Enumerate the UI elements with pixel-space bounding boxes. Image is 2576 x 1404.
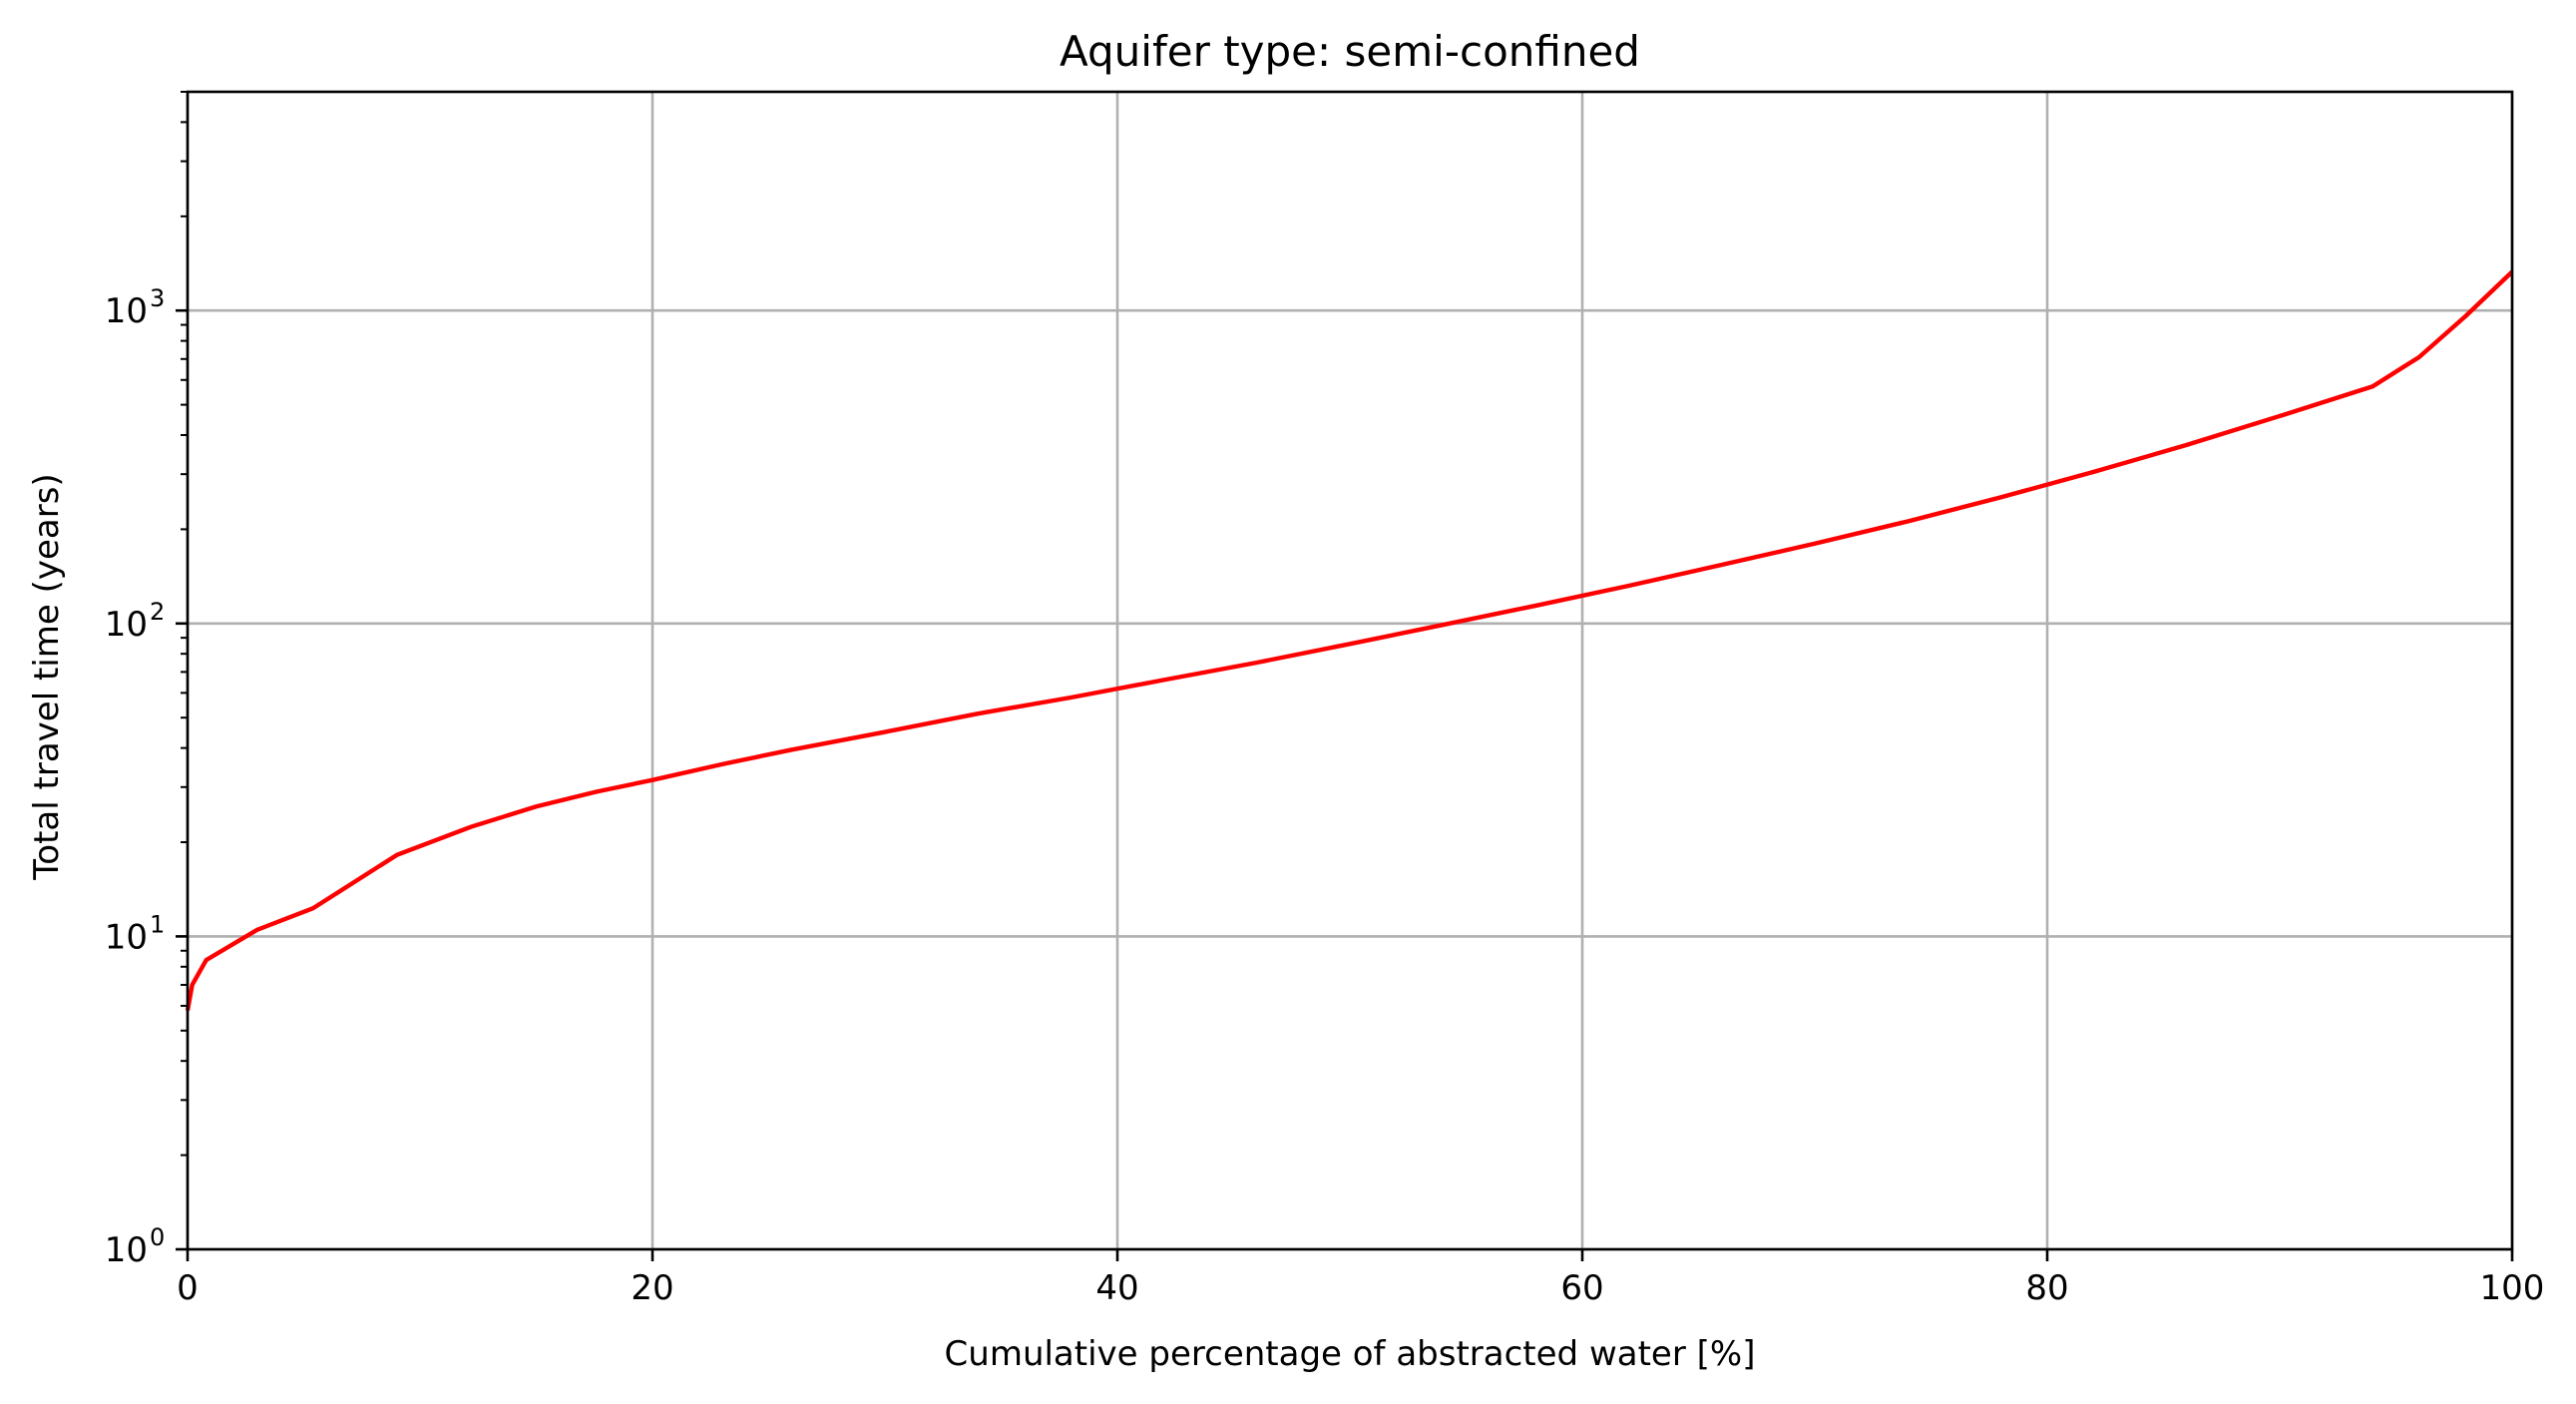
y-axis-label: Total travel time (years) <box>27 473 67 880</box>
x-tick-label: 20 <box>631 1268 673 1308</box>
y-tick-exponent: 2 <box>150 598 165 626</box>
y-tick-exponent: 1 <box>150 910 165 938</box>
x-tick-label: 0 <box>177 1268 199 1308</box>
x-tick-label: 60 <box>1560 1268 1603 1308</box>
x-axis-label: Cumulative percentage of abstracted wate… <box>945 1334 1756 1374</box>
y-tick-label: 10 <box>105 917 148 957</box>
y-tick-exponent: 3 <box>150 284 165 312</box>
axes <box>186 90 2514 1251</box>
y-tick-label: 10 <box>105 605 148 645</box>
chart-title: Aquifer type: semi-confined <box>1060 27 1640 76</box>
x-tick-label: 40 <box>1095 1268 1138 1308</box>
x-tick-label: 100 <box>2480 1268 2545 1308</box>
series-line <box>185 269 2514 1011</box>
series-layer <box>185 269 2514 1011</box>
y-tick-exponent: 0 <box>150 1223 165 1251</box>
plot-frame <box>186 90 2514 1251</box>
y-tick-label: 10 <box>105 1230 148 1270</box>
x-tick-label: 80 <box>2025 1268 2068 1308</box>
y-tick-label: 10 <box>105 291 148 331</box>
